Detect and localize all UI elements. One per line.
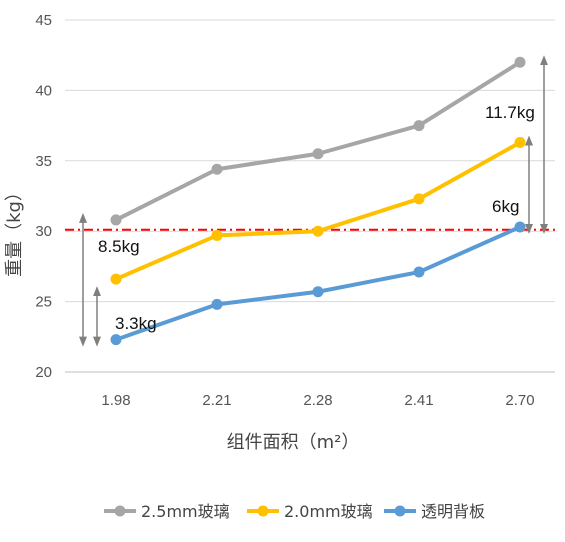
series-line — [114, 140, 522, 282]
data-point — [211, 298, 223, 310]
y-axis-title: 重量（kg） — [4, 183, 25, 277]
data-point — [211, 163, 223, 175]
legend-label: 2.0mm玻璃 — [284, 502, 373, 521]
x-tick-labels: 1.98 2.21 2.28 2.41 2.70 — [101, 392, 534, 409]
legend-swatch-marker — [257, 505, 269, 517]
series-line — [114, 224, 522, 342]
data-point — [413, 120, 425, 132]
y-tick-label: 45 — [35, 12, 52, 29]
legend-swatch-marker — [114, 505, 126, 517]
annotation-label: 8.5kg — [98, 237, 140, 256]
data-point — [514, 136, 526, 148]
legend-label: 透明背板 — [421, 502, 485, 521]
legend-swatch-marker — [394, 505, 406, 517]
data-point — [110, 334, 122, 346]
y-tick-label: 40 — [35, 82, 52, 99]
data-point — [211, 229, 223, 241]
y-tick-label: 30 — [35, 223, 52, 240]
legend: 2.5mm玻璃 2.0mm玻璃 透明背板 — [104, 502, 485, 521]
data-point — [312, 148, 324, 160]
y-tick-label: 25 — [35, 294, 52, 311]
data-point — [312, 286, 324, 298]
annotation-arrows — [79, 55, 548, 347]
y-tick-label: 35 — [35, 153, 52, 170]
x-tick-label: 2.41 — [404, 392, 433, 409]
annotation-labels: 8.5kg 3.3kg 11.7kg 6kg — [98, 103, 535, 333]
series-line — [114, 60, 522, 222]
data-point — [514, 221, 526, 233]
data-point — [413, 193, 425, 205]
x-tick-label: 2.28 — [303, 392, 332, 409]
x-tick-label: 1.98 — [101, 392, 130, 409]
legend-label: 2.5mm玻璃 — [141, 502, 230, 521]
data-point — [110, 214, 122, 226]
x-tick-label: 2.21 — [202, 392, 231, 409]
y-tick-labels: 20 25 30 35 40 45 — [35, 12, 52, 381]
data-point — [312, 225, 324, 237]
data-point — [514, 56, 526, 68]
annotation-label: 6kg — [492, 197, 519, 216]
data-point — [413, 266, 425, 278]
x-axis-title: 组件面积（m²） — [227, 432, 360, 453]
x-tick-label: 2.70 — [505, 392, 534, 409]
y-tick-label: 20 — [35, 364, 52, 381]
series-group — [110, 56, 526, 346]
annotation-label: 11.7kg — [485, 103, 535, 122]
annotation-label: 3.3kg — [115, 314, 157, 333]
data-point — [110, 273, 122, 285]
